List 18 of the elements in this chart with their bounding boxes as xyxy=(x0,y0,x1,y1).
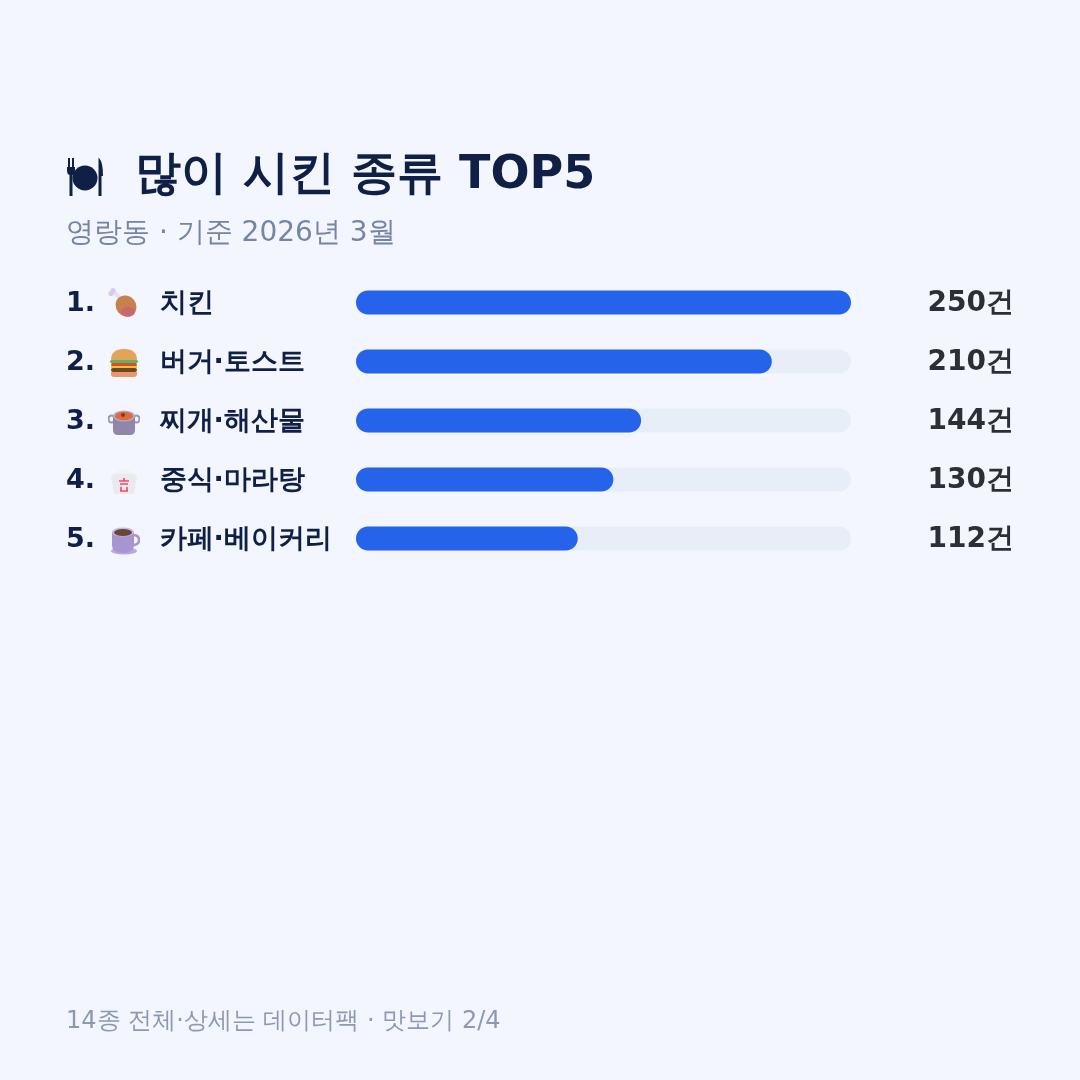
y-tick-label: 중식·마라탕 xyxy=(159,462,305,494)
y-tick-label: 카페·베이커리 xyxy=(159,521,332,553)
y-tick-label: 찌개·해산물 xyxy=(158,403,305,435)
chart-subtitle: 영랑동 · 기준 2026년 3월 xyxy=(66,215,396,248)
text: 14종 전체·상세는 데이터팩 · 맛보기 2/4 xyxy=(66,1006,501,1034)
data-label: 130건 xyxy=(927,461,1014,495)
data-label: 144건 xyxy=(927,402,1014,436)
data-label: 250건 xyxy=(927,284,1014,318)
text: 1. xyxy=(66,285,96,317)
text: 2. xyxy=(66,344,96,376)
text: 5. xyxy=(66,521,96,553)
text: 4. xyxy=(66,462,96,494)
chart-title: 많이 시킨 종류 TOP5 xyxy=(135,145,596,199)
text: 3. xyxy=(66,403,96,435)
y-tick-label: 버거·토스트 xyxy=(159,344,305,376)
data-label: 210건 xyxy=(927,343,1014,377)
data-label: 112건 xyxy=(927,520,1014,554)
y-tick-label: 치킨 xyxy=(159,285,214,317)
